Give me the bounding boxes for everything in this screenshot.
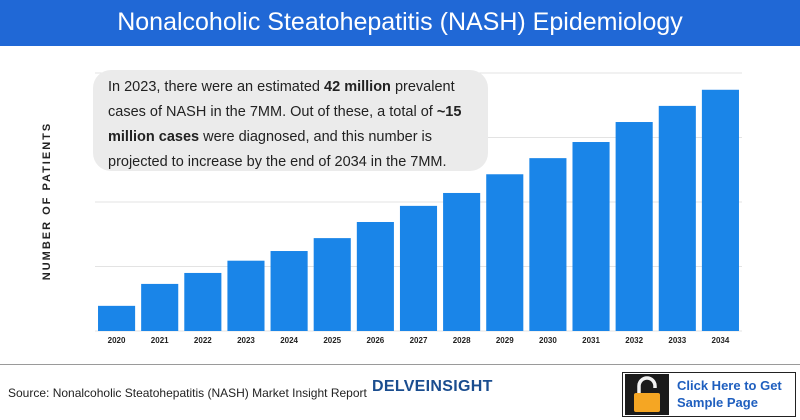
bar bbox=[701, 89, 739, 331]
bar bbox=[658, 105, 696, 331]
bar bbox=[98, 305, 136, 331]
annotation-text: were diagnosed, and this number is proje… bbox=[108, 129, 447, 170]
bar bbox=[572, 142, 610, 331]
x-tick-label: 2025 bbox=[323, 336, 341, 345]
bar bbox=[529, 158, 567, 331]
bar bbox=[399, 205, 438, 331]
x-tick-label: 2031 bbox=[582, 336, 600, 345]
x-tick-label: 2024 bbox=[280, 336, 298, 345]
y-axis-label: NUMBER OF PATIENTS bbox=[41, 122, 53, 280]
annotation-text: prevalent cases of NASH in the 7MM. Out … bbox=[108, 79, 455, 120]
bar bbox=[313, 238, 351, 331]
chart: NUMBER OF PATIENTS 2020 2021 2022 2023 2024 20… bbox=[41, 72, 742, 345]
bar bbox=[615, 122, 653, 332]
bar bbox=[486, 174, 524, 331]
annotation-text: 42 million bbox=[324, 79, 391, 95]
button-label[interactable]: Click Here to Get Sample Page bbox=[677, 378, 782, 410]
x-tick-label: 2020 bbox=[108, 336, 126, 345]
divider bbox=[0, 364, 800, 365]
x-tick-label: 2022 bbox=[194, 336, 212, 345]
logo: DELVEINSIGHT bbox=[372, 378, 493, 395]
bar bbox=[270, 251, 308, 331]
x-tick-label: 2026 bbox=[366, 336, 384, 345]
x-tick-label: 2032 bbox=[625, 336, 643, 345]
x-tick-label: 2021 bbox=[151, 336, 169, 345]
x-tick-label: 2029 bbox=[496, 336, 514, 345]
x-tick-label: 2023 bbox=[237, 336, 255, 345]
x-tick-label: 2030 bbox=[539, 336, 557, 345]
bar bbox=[356, 221, 394, 331]
x-tick-label: 2028 bbox=[453, 336, 471, 345]
bar bbox=[443, 192, 481, 331]
bar bbox=[184, 272, 222, 331]
sample-button[interactable]: Click Here to Get Sample Page bbox=[622, 372, 796, 417]
annotation-text: In 2023, there were an estimated bbox=[108, 79, 325, 95]
x-tick-label: 2034 bbox=[712, 336, 730, 345]
bar bbox=[227, 260, 265, 331]
header-title: Nonalcoholic Steatohepatitis (NASH) Epid… bbox=[0, 0, 800, 46]
lock-icon bbox=[625, 374, 669, 415]
x-tick-label: 2027 bbox=[410, 336, 428, 345]
x-tick-label: 2033 bbox=[668, 336, 686, 345]
source-text: Source: Nonalcoholic Steatohepatitis (NA… bbox=[8, 386, 367, 400]
bar bbox=[141, 283, 179, 331]
annotation-text: ~15 million cases bbox=[108, 104, 462, 145]
annotation: In 2023, there were an estimated 42 mill… bbox=[93, 70, 488, 171]
